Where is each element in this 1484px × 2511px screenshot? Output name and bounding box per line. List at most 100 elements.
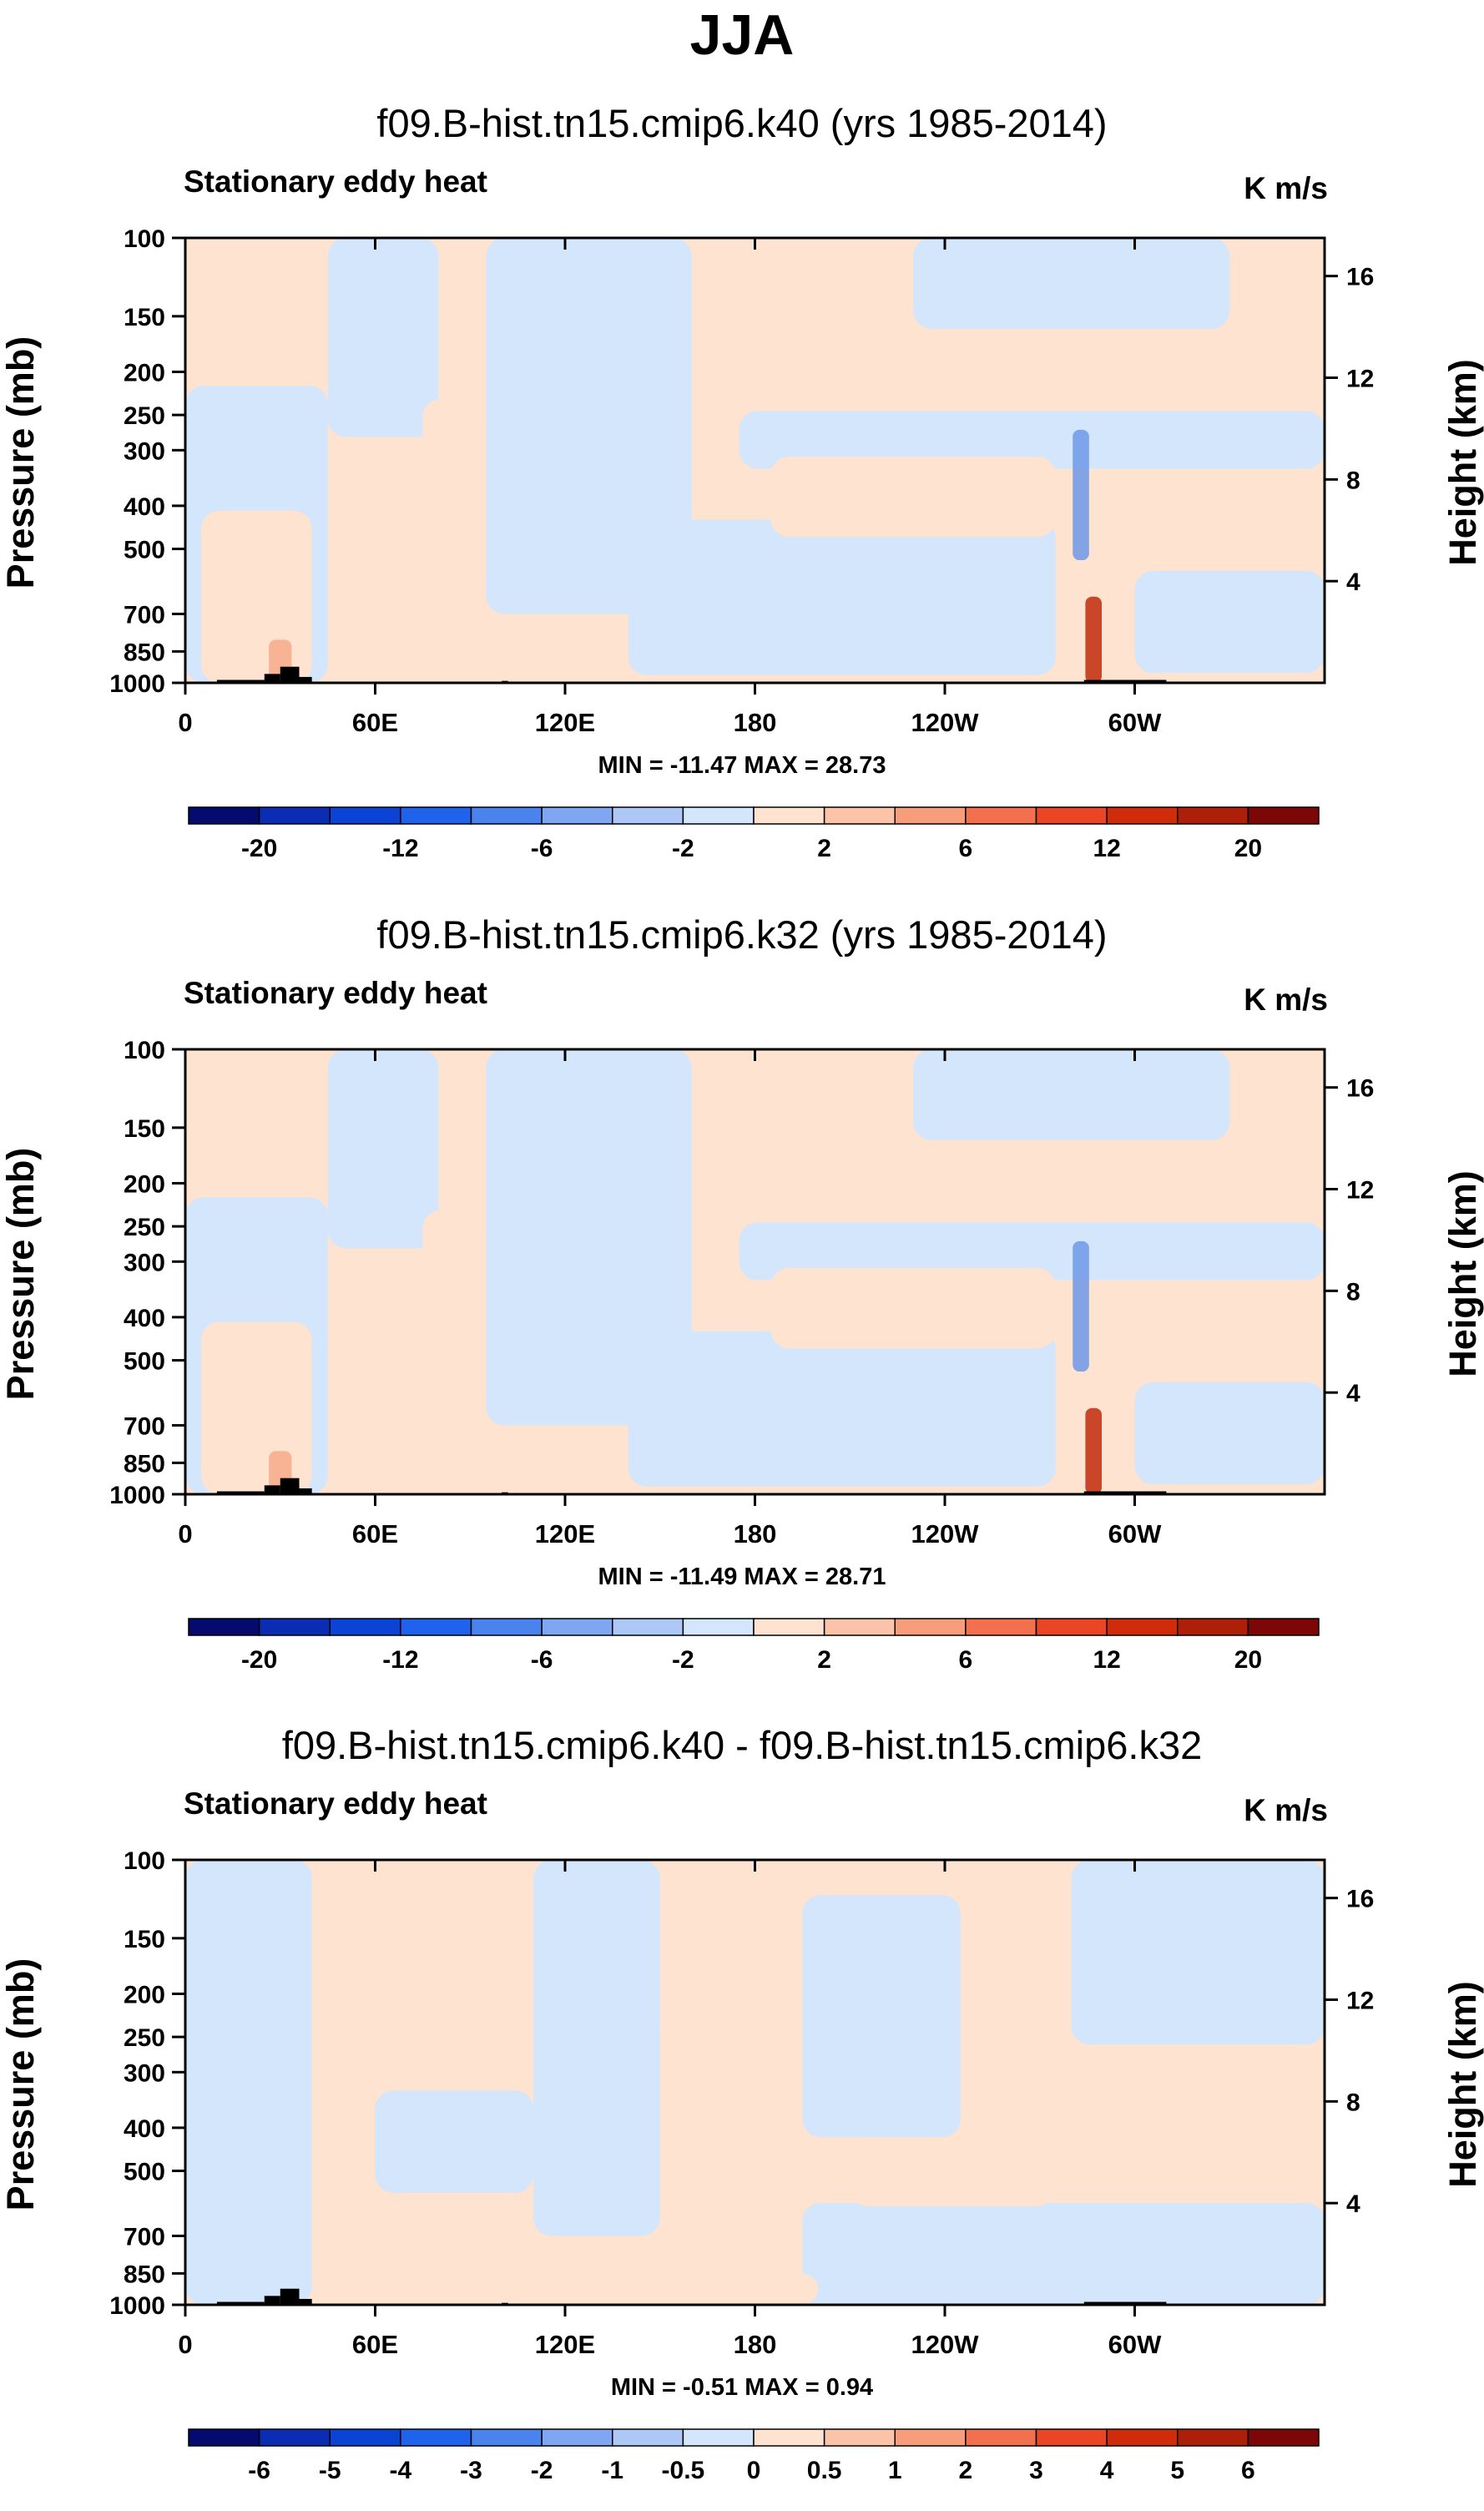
pressure-tick-label: 300 (124, 2059, 165, 2087)
colorbar-swatch (612, 2428, 684, 2447)
colorbar-swatch (682, 2428, 755, 2447)
panel-2: f09.B-hist.tn15.cmip6.k32 (yrs 1985-2014… (0, 887, 1484, 1700)
contour-region (311, 1860, 471, 2305)
contour-core (1085, 596, 1102, 683)
topography-land (299, 1488, 312, 1494)
longitude-tick-label: 60E (352, 1519, 398, 1549)
pressure-tick-label: 150 (124, 1115, 165, 1143)
pressure-tick-label: 150 (124, 1926, 165, 1953)
colorbar-swatch (965, 2428, 1037, 2447)
colorbar-swatch (682, 1618, 755, 1636)
pressure-tick-label: 300 (124, 437, 165, 465)
colorbar-label: -6 (531, 1646, 553, 1674)
colorbar-label: -3 (460, 2457, 482, 2484)
longitude-tick-label: 60W (1108, 708, 1162, 737)
height-tick-label: 16 (1346, 1886, 1374, 1913)
pressure-tick-label: 250 (124, 2024, 165, 2052)
colorbar-swatch (1106, 806, 1179, 825)
colorbar-swatch (612, 1618, 684, 1636)
panel-1: f09.B-hist.tn15.cmip6.k40 (yrs 1985-2014… (0, 75, 1484, 889)
colorbar-swatch (1106, 2428, 1179, 2447)
colorbar-label: 12 (1093, 1646, 1120, 1674)
colorbar-label: 0 (747, 2457, 761, 2484)
pressure-tick-label: 500 (124, 1348, 165, 1376)
colorbar-label: 6 (1241, 2457, 1255, 2484)
panel-title: f09.B-hist.tn15.cmip6.k32 (yrs 1985-2014… (376, 912, 1108, 957)
pressure-tick-label: 1000 (109, 2292, 165, 2320)
colorbar-swatch (258, 2428, 331, 2447)
pressure-tick-label: 100 (124, 1847, 165, 1875)
pressure-tick-label: 850 (124, 639, 165, 666)
height-tick-label: 16 (1346, 264, 1374, 291)
units-label: K m/s (1244, 171, 1328, 205)
panel-3: f09.B-hist.tn15.cmip6.k40 - f09.B-hist.t… (0, 1697, 1484, 2511)
colorbar-label: 2 (817, 1646, 831, 1674)
left-subtitle: Stationary eddy heat (184, 976, 487, 1010)
pressure-tick-label: 850 (124, 2261, 165, 2288)
colorbar-label: -20 (241, 1646, 277, 1674)
colorbar-swatch (1247, 806, 1320, 825)
longitude-tick-label: 120E (535, 708, 595, 737)
topography-land (264, 674, 280, 683)
colorbar-label: -12 (382, 1646, 418, 1674)
colorbar-swatch (823, 2428, 896, 2447)
height-tick-label: 12 (1346, 366, 1374, 393)
min-max-label: MIN = -0.51 MAX = 0.94 (610, 2374, 874, 2401)
colorbar-swatch (753, 1618, 825, 1636)
pressure-tick-label: 100 (124, 1037, 165, 1064)
colorbar-swatch (258, 806, 331, 825)
colorbar-label: 6 (959, 835, 973, 862)
contour-region (659, 2003, 803, 2305)
colorbar-swatch (470, 1618, 543, 1636)
colorbar-swatch (470, 806, 543, 825)
colorbar-swatch (753, 806, 825, 825)
contour-region (913, 1049, 1230, 1140)
height-tick-label: 16 (1346, 1075, 1374, 1103)
colorbar-label: -1 (601, 2457, 623, 2484)
left-subtitle: Stationary eddy heat (184, 164, 487, 199)
colorbar-label: -2 (672, 1646, 694, 1674)
contour-region (1134, 1382, 1325, 1485)
colorbar-swatch (1177, 2428, 1249, 2447)
colorbar-swatch (541, 806, 613, 825)
longitude-tick-label: 60E (352, 2330, 398, 2359)
pressure-tick-label: 400 (124, 1305, 165, 1332)
contour-region (200, 1321, 312, 1494)
colorbar-label: 1 (888, 2457, 902, 2484)
colorbar-swatch (965, 806, 1037, 825)
colorbar-label: -6 (248, 2457, 270, 2484)
panel-title: f09.B-hist.tn15.cmip6.k40 - f09.B-hist.t… (281, 1723, 1203, 1767)
contour-region (739, 411, 1325, 469)
colorbar-label: 12 (1093, 835, 1120, 862)
contour-region (486, 238, 692, 614)
pressure-tick-label: 300 (124, 1249, 165, 1276)
longitude-tick-label: 60E (352, 708, 398, 737)
longitude-tick-label: 120W (911, 2330, 980, 2359)
longitude-tick-label: 0 (178, 2330, 192, 2359)
colorbar-swatch (400, 2428, 472, 2447)
topography-land (264, 1485, 280, 1494)
height-tick-label: 8 (1346, 467, 1360, 494)
colorbar-swatch (470, 2428, 543, 2447)
pressure-tick-label: 500 (124, 537, 165, 564)
pressure-tick-label: 850 (124, 1450, 165, 1478)
colorbar-swatch (894, 1618, 967, 1636)
colorbar-swatch (894, 2428, 967, 2447)
colorbar-label: 6 (959, 1646, 973, 1674)
colorbar-swatch (329, 2428, 401, 2447)
longitude-tick-label: 0 (178, 1519, 192, 1549)
topography-land (1083, 1491, 1167, 1494)
colorbar-label: 2 (959, 2457, 973, 2484)
longitude-tick-label: 180 (734, 708, 777, 737)
colorbar-label: 4 (1100, 2457, 1114, 2484)
pressure-tick-label: 200 (124, 1170, 165, 1198)
contour-region (1134, 2090, 1278, 2193)
colorbar-swatch (823, 806, 896, 825)
topography-land (299, 2298, 312, 2305)
contour-core (1073, 429, 1089, 561)
topography-land (216, 1491, 265, 1494)
contour-region (200, 510, 312, 683)
topography-land (299, 676, 312, 683)
